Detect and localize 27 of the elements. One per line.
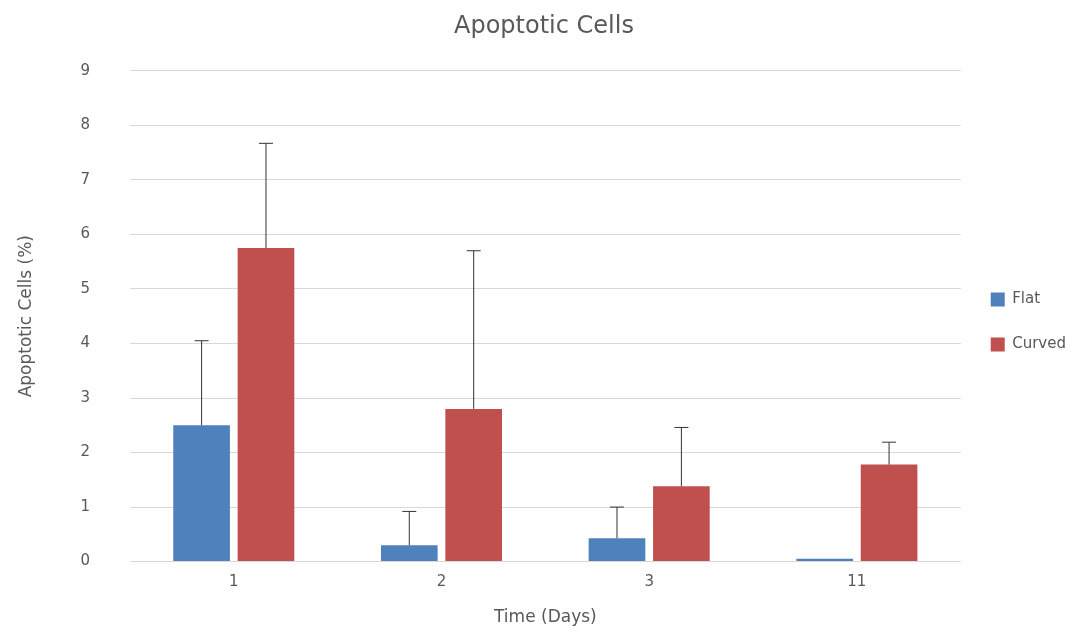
- legend-label: Curved: [1012, 334, 1067, 353]
- chart-title: Apoptotic Cells: [454, 10, 634, 39]
- y-tick-label: 6: [80, 224, 90, 243]
- x-tick-label: 11: [847, 572, 867, 591]
- y-tick-label: 1: [80, 496, 90, 515]
- x-axis-title: Time (Days): [492, 606, 597, 627]
- bar: [237, 248, 295, 562]
- bar: [860, 464, 918, 562]
- bar: [653, 486, 710, 562]
- y-axis-title: Apoptotic Cells (%): [14, 235, 35, 398]
- legend-label: Flat: [1012, 289, 1041, 308]
- y-tick-label: 4: [80, 333, 90, 352]
- y-tick-label: 8: [80, 115, 90, 134]
- x-tick-label: 1: [229, 572, 239, 591]
- y-tick-label: 7: [80, 169, 90, 188]
- bar: [173, 425, 230, 562]
- y-tick-label: 3: [80, 387, 90, 406]
- bar: [588, 538, 646, 562]
- y-tick-label: 9: [80, 60, 90, 79]
- y-tick-label: 5: [80, 278, 90, 297]
- x-tick-label: 2: [436, 572, 447, 591]
- y-tick-label: 2: [80, 442, 90, 461]
- y-tick-label: 0: [80, 551, 90, 570]
- bar: [445, 408, 503, 562]
- bar: [796, 558, 854, 562]
- bar: [380, 545, 438, 562]
- x-tick-label: 3: [644, 572, 654, 591]
